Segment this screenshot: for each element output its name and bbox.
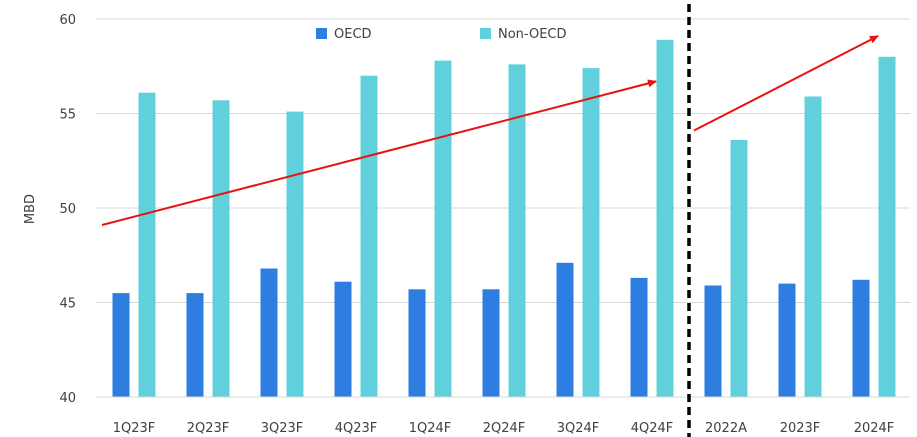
- bar-non-oecd-2024f: [878, 56, 896, 398]
- bar-non-oecd-3q24f: [582, 68, 600, 397]
- x-tick-label: 2Q24F: [483, 421, 526, 436]
- bar-oecd-3q23f: [260, 268, 278, 397]
- x-tick-label: 4Q24F: [631, 421, 674, 436]
- bar-non-oecd-2q24f: [508, 64, 526, 398]
- bar-non-oecd-1q23f: [138, 92, 156, 397]
- bar-non-oecd-3q23f: [286, 111, 304, 397]
- bar-oecd-3q24f: [556, 262, 574, 397]
- bar-non-oecd-4q23f: [360, 75, 378, 397]
- bar-oecd-2022a: [704, 285, 722, 397]
- bar-non-oecd-1q24f: [434, 60, 452, 397]
- trend-arrow-1: [101, 79, 657, 226]
- x-tick-label: 3Q24F: [557, 421, 600, 436]
- x-tick-label: 2023F: [780, 421, 821, 436]
- x-tick-label: 1Q24F: [409, 421, 452, 436]
- x-axis-ticks: 1Q23F 2Q23F 3Q23F 4Q23F 1Q24F 2Q24F 3Q24F 4Q24F…: [113, 421, 895, 436]
- bar-oecd-2q23f: [186, 293, 204, 397]
- bars: [112, 39, 896, 398]
- bar-oecd-2023f: [778, 283, 796, 397]
- y-axis-ticks: 40 45 50 55 60: [59, 13, 76, 406]
- trend-arrows: [101, 35, 879, 226]
- bar-oecd-1q24f: [408, 289, 426, 397]
- gridlines: [96, 18, 910, 303]
- x-tick-label: 3Q23F: [261, 421, 304, 436]
- bar-non-oecd-2023f: [804, 96, 822, 397]
- trend-arrow-2: [693, 35, 879, 132]
- x-tick-label: 4Q23F: [335, 421, 378, 436]
- y-tick-label: 55: [59, 108, 76, 123]
- x-tick-label: 2024F: [854, 421, 895, 436]
- legend: OECD Non-OECD: [316, 27, 567, 42]
- x-tick-label: 1Q23F: [113, 421, 156, 436]
- bar-oecd-2024f: [852, 279, 870, 397]
- x-tick-label: 2Q23F: [187, 421, 230, 436]
- bar-oecd-1q23f: [112, 293, 130, 397]
- y-tick-label: 60: [59, 13, 76, 28]
- x-tick-label: 2022A: [705, 421, 747, 436]
- y-tick-label: 40: [59, 391, 76, 406]
- legend-label-oecd: OECD: [334, 27, 372, 42]
- y-tick-label: 45: [59, 297, 76, 312]
- bar-oecd-4q23f: [334, 281, 352, 397]
- y-axis-label: MBD: [23, 194, 38, 224]
- legend-swatch-oecd: [316, 28, 327, 39]
- y-tick-label: 50: [59, 202, 76, 217]
- bar-non-oecd-2q23f: [212, 100, 230, 398]
- bar-oecd-2q24f: [482, 289, 500, 397]
- legend-label-non-oecd: Non-OECD: [498, 27, 567, 42]
- bar-oecd-4q24f: [630, 277, 648, 397]
- legend-swatch-non-oecd: [480, 28, 491, 39]
- bar-non-oecd-2022a: [730, 140, 748, 397]
- bar-non-oecd-4q24f: [656, 39, 674, 398]
